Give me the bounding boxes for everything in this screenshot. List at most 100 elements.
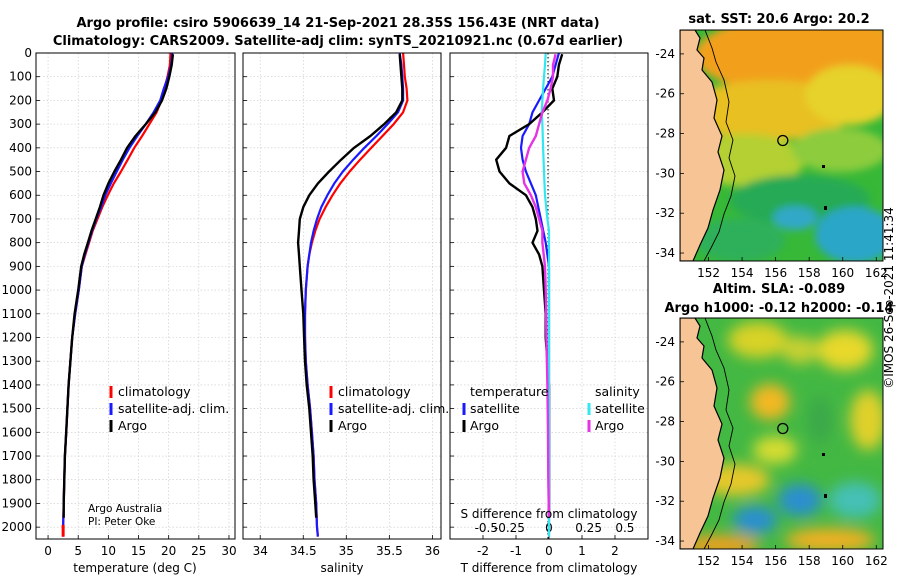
depth-label-200: 200 bbox=[9, 93, 32, 107]
salinity-legend: climatology satellite-adj. clim. Argo bbox=[329, 384, 449, 433]
sla-high-2 bbox=[782, 336, 818, 364]
s-difference-xlabel: S difference from climatology bbox=[461, 507, 638, 521]
sla-high-6 bbox=[753, 436, 797, 464]
lon-label-154: 154 bbox=[731, 266, 754, 280]
s-tick-label-0-5: -0.5 bbox=[475, 521, 498, 535]
depth-label-1500: 1500 bbox=[1, 402, 32, 416]
t-difference-tick-labels: -2 -1 0 1 2 bbox=[477, 544, 619, 558]
temperature-grid bbox=[36, 52, 235, 539]
sla-island bbox=[822, 453, 825, 456]
x-tick-label-15: 15 bbox=[131, 544, 146, 558]
temperature-legend: climatology satellite-adj. clim. Argo bbox=[109, 384, 229, 433]
depth-label-600: 600 bbox=[9, 188, 32, 202]
sst-map-title: sat. SST: 20.6 Argo: 20.2 bbox=[688, 12, 869, 27]
salinity-plot-area bbox=[243, 53, 441, 539]
temperature-tick-labels: 0 5 10 15 20 25 30 bbox=[44, 544, 236, 558]
sla-high-3 bbox=[750, 384, 790, 420]
temperature-plot-area bbox=[36, 53, 235, 539]
temperature-xlabel: temperature (deg C) bbox=[73, 561, 196, 575]
lat-label-32: -32 bbox=[655, 494, 675, 508]
depth-label-0: 0 bbox=[24, 46, 32, 60]
credit-line-1: Argo Australia bbox=[88, 503, 162, 515]
lon-label-158: 158 bbox=[798, 554, 821, 568]
depth-label-1600: 1600 bbox=[1, 425, 32, 439]
difference-lines bbox=[495, 52, 564, 537]
s-tick-label-0-25: 0.25 bbox=[575, 521, 602, 535]
lat-label-24: -24 bbox=[655, 335, 675, 349]
lon-label-160: 160 bbox=[831, 266, 854, 280]
depth-label-100: 100 bbox=[9, 70, 32, 84]
difference-legend-salinity: salinity satellite Argo bbox=[587, 384, 645, 433]
depth-label-1400: 1400 bbox=[1, 378, 32, 392]
s-tick-label-0-25: -0.25 bbox=[494, 521, 525, 535]
legend-argo-label: Argo bbox=[118, 418, 147, 433]
lon-label-156: 156 bbox=[764, 266, 787, 280]
lat-label-26: -26 bbox=[655, 375, 675, 389]
sst-reef bbox=[824, 206, 827, 210]
lat-label-30: -30 bbox=[655, 454, 675, 468]
legend-t-title: temperature bbox=[470, 384, 549, 399]
sst-warm-east bbox=[805, 65, 883, 125]
sst-lat-labels: -24 -26 -28 -30 -32 -34 bbox=[655, 47, 684, 260]
sla-shelf-contour bbox=[703, 318, 736, 549]
x-tick-label-36: 36 bbox=[425, 544, 440, 558]
sst-mid-east bbox=[792, 128, 883, 172]
lon-label-152: 152 bbox=[697, 554, 720, 568]
sla-coastline-land bbox=[680, 318, 725, 549]
sst-cool-south bbox=[695, 218, 785, 261]
x-tick-label-34-5: 34.5 bbox=[290, 544, 317, 558]
sla-map-title: Altim. SLA: -0.089 bbox=[713, 282, 845, 297]
sla-map-frame bbox=[679, 317, 884, 550]
lat-label-26: -26 bbox=[655, 87, 675, 101]
lon-label-158: 158 bbox=[798, 266, 821, 280]
depth-label-1800: 1800 bbox=[1, 473, 32, 487]
lat-label-24: -24 bbox=[655, 47, 675, 61]
x-tick-label-10: 10 bbox=[101, 544, 116, 558]
legend-t-argo-label: Argo bbox=[470, 418, 499, 433]
x-tick-label-2: -2 bbox=[477, 544, 489, 558]
lat-label-34: -34 bbox=[655, 246, 675, 260]
sla-low-3 bbox=[733, 506, 777, 534]
sla-map-subtitle: Argo h1000: -0.12 h2000: -0.14 bbox=[664, 301, 893, 316]
sla-high-1 bbox=[728, 322, 788, 358]
salinity-xlabel: salinity bbox=[320, 561, 363, 575]
depth-label-1100: 1100 bbox=[1, 307, 32, 321]
sla-field bbox=[680, 318, 883, 549]
title-line-1: Argo profile: csiro 5906639_14 21-Sep-20… bbox=[76, 16, 599, 31]
lon-label-162: 162 bbox=[865, 554, 888, 568]
depth-label-800: 800 bbox=[9, 236, 32, 250]
sla-low-2 bbox=[778, 484, 822, 516]
sla-lat-labels: -24 -26 -28 -30 -32 -34 bbox=[655, 335, 684, 548]
x-tick-label-35-5: 35.5 bbox=[376, 544, 403, 558]
salinity-lines bbox=[296, 52, 409, 537]
depth-label-500: 500 bbox=[9, 165, 32, 179]
x-tick-label-2: 2 bbox=[611, 544, 619, 558]
series-argo bbox=[62, 54, 175, 518]
series-argo bbox=[296, 54, 404, 518]
legend-satellite-label: satellite-adj. clim. bbox=[118, 401, 229, 416]
x-tick-label-0: 0 bbox=[545, 544, 553, 558]
lon-label-162: 162 bbox=[865, 266, 888, 280]
timestamp: ©IMOS 26-Sep-2021 11:41:34 bbox=[882, 207, 896, 389]
sla-reef bbox=[824, 494, 827, 498]
lat-label-30: -30 bbox=[655, 166, 675, 180]
lat-label-34: -34 bbox=[655, 534, 675, 548]
x-tick-label-0: 0 bbox=[44, 544, 52, 558]
depth-label-1200: 1200 bbox=[1, 330, 32, 344]
depth-label-900: 900 bbox=[9, 259, 32, 273]
sst-shelf-contour bbox=[703, 30, 736, 261]
lon-label-152: 152 bbox=[697, 266, 720, 280]
difference-panel: -2 -1 0 1 2 -0.5-0.25 0 0.25 0.5 T difference f… bbox=[449, 52, 649, 575]
lat-label-28: -28 bbox=[655, 415, 675, 429]
difference-axes-box bbox=[449, 52, 649, 540]
sla-lon-labels: 152 154 156 158 160 162 bbox=[697, 545, 888, 568]
depth-label-300: 300 bbox=[9, 117, 32, 131]
legend-s-satellite-label: satellite bbox=[595, 401, 645, 416]
depth-label-400: 400 bbox=[9, 141, 32, 155]
legend-s-argo-label: Argo bbox=[595, 418, 624, 433]
lon-label-154: 154 bbox=[731, 554, 754, 568]
lat-label-32: -32 bbox=[655, 206, 675, 220]
x-tick-label-1: -1 bbox=[510, 544, 522, 558]
temperature-panel: 0100200300400500600700800900100011001200… bbox=[1, 46, 236, 575]
